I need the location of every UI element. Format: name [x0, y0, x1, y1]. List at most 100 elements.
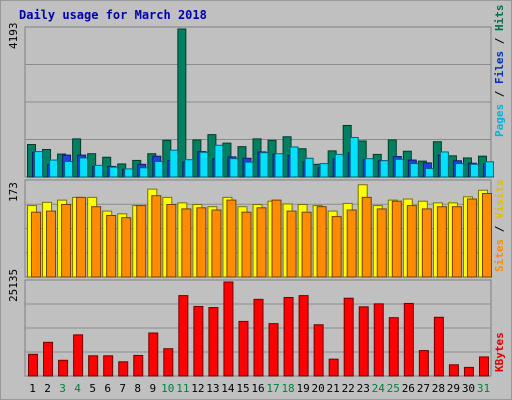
- bar-sites-day-31: [481, 193, 492, 278]
- bar-kbytes-day-25: [388, 317, 399, 377]
- bar-pages-day-27: [424, 168, 434, 178]
- bar-kbytes-day-22: [343, 297, 354, 377]
- bar-sites-day-27: [421, 208, 432, 278]
- bar-kbytes-day-12: [193, 305, 204, 377]
- bar-kbytes-day-26: [403, 302, 414, 377]
- bar-sites-day-19: [301, 211, 312, 278]
- bar-pages-day-26: [409, 163, 419, 178]
- bar-pages-day-31: [484, 161, 494, 178]
- bar-sites-day-16: [256, 207, 267, 278]
- bar-pages-day-10: [169, 149, 179, 178]
- bar-kbytes-day-15: [238, 320, 249, 377]
- kbytes-legend: KBytes: [493, 332, 506, 372]
- hits-files-pages-legend-item: /: [493, 84, 506, 104]
- x-tick-label: 27: [417, 382, 430, 395]
- bar-kbytes-day-14: [223, 281, 234, 377]
- hits-files-pages-legend-item: Files: [493, 51, 506, 84]
- x-tick-label: 5: [89, 382, 96, 395]
- bar-pages-day-21: [334, 153, 344, 178]
- visits-sites-legend-item: Sites: [493, 239, 506, 272]
- bar-pages-day-22: [349, 136, 359, 178]
- bar-kbytes-day-20: [313, 324, 324, 377]
- bar-pages-day-23: [364, 158, 374, 178]
- bar-sites-day-2: [46, 210, 57, 278]
- bar-sites-day-23: [361, 196, 372, 278]
- bar-pages-day-12: [199, 151, 209, 178]
- bar-sites-day-3: [61, 204, 72, 278]
- bar-pages-day-29: [454, 163, 464, 178]
- bar-sites-day-7: [121, 217, 132, 278]
- bar-kbytes-day-21: [328, 358, 339, 377]
- x-tick-label: 25: [387, 382, 400, 395]
- bar-sites-day-8: [136, 205, 147, 278]
- bar-sites-day-21: [331, 216, 342, 278]
- bar-kbytes-day-11: [178, 295, 189, 377]
- bar-sites-day-10: [166, 204, 177, 278]
- bar-hits-day-11: [177, 28, 187, 178]
- bar-sites-day-26: [406, 205, 417, 278]
- bar-kbytes-day-31: [478, 356, 489, 377]
- kbytes-legend-item: KBytes: [493, 332, 506, 372]
- hits-files-pages-legend-item: /: [493, 31, 506, 51]
- hits-files-pages-panel: 4193 Pages / Files / Hits: [7, 5, 506, 178]
- bar-kbytes-day-2: [43, 341, 54, 377]
- bar-kbytes-day-30: [463, 366, 474, 377]
- hits-files-pages-legend-item: Pages: [493, 104, 506, 137]
- bar-kbytes-day-10: [163, 348, 174, 377]
- x-tick-label: 23: [357, 382, 370, 395]
- bar-pages-day-5: [94, 164, 104, 178]
- bar-sites-day-9: [151, 195, 162, 278]
- kbytes-ymax-label: 25135: [7, 269, 20, 302]
- bar-pages-day-20: [319, 163, 329, 178]
- hits-files-pages-ymax-label: 4193: [7, 23, 20, 50]
- x-tick-label: 24: [372, 382, 386, 395]
- x-tick-label: 4: [74, 382, 81, 395]
- x-tick-label: 16: [251, 382, 264, 395]
- bar-sites-day-6: [106, 214, 117, 278]
- bar-sites-day-1: [31, 211, 42, 278]
- bar-pages-day-4: [79, 157, 89, 178]
- bar-pages-day-7: [124, 168, 134, 178]
- bar-sites-day-25: [391, 200, 402, 278]
- bar-sites-day-17: [271, 199, 282, 278]
- x-tick-label: 11: [176, 382, 189, 395]
- x-tick-label: 10: [161, 382, 174, 395]
- bar-kbytes-day-4: [73, 334, 84, 377]
- visits-sites-legend-item: Visits: [493, 179, 506, 219]
- x-tick-label: 13: [206, 382, 219, 395]
- bar-kbytes-day-6: [103, 355, 114, 377]
- x-tick-label: 29: [447, 382, 460, 395]
- bar-kbytes-day-8: [133, 354, 144, 377]
- x-tick-label: 30: [462, 382, 475, 395]
- x-tick-label: 9: [149, 382, 156, 395]
- bar-kbytes-day-9: [148, 332, 159, 377]
- bar-kbytes-day-16: [253, 298, 264, 377]
- bar-kbytes-day-17: [268, 323, 279, 377]
- bar-pages-day-9: [154, 160, 164, 178]
- bar-kbytes-day-18: [283, 296, 294, 377]
- visits-sites-ymax-label: 173: [7, 182, 20, 202]
- bar-kbytes-day-27: [418, 350, 429, 377]
- bar-sites-day-29: [451, 206, 462, 278]
- bar-pages-day-11: [184, 159, 194, 178]
- bar-pages-day-3: [64, 160, 74, 178]
- bar-kbytes-day-24: [373, 303, 384, 377]
- x-tick-label: 26: [402, 382, 415, 395]
- bar-pages-day-25: [394, 158, 404, 178]
- bar-sites-day-12: [196, 207, 207, 278]
- x-tick-label: 21: [327, 382, 340, 395]
- bar-sites-day-13: [211, 209, 222, 278]
- bar-pages-day-28: [439, 151, 449, 178]
- bar-pages-day-6: [109, 166, 119, 178]
- bar-sites-day-20: [316, 206, 327, 278]
- x-tick-label: 7: [119, 382, 126, 395]
- bar-kbytes-day-19: [298, 295, 309, 377]
- kbytes-panel: 25135 KBytes: [7, 269, 506, 377]
- bar-kbytes-day-28: [433, 316, 444, 377]
- bar-pages-day-17: [274, 153, 284, 178]
- bar-kbytes-day-1: [28, 353, 39, 377]
- bar-pages-day-30: [469, 163, 479, 178]
- bar-kbytes-day-3: [58, 359, 69, 377]
- x-tick-label: 6: [104, 382, 111, 395]
- bar-pages-day-2: [49, 159, 59, 178]
